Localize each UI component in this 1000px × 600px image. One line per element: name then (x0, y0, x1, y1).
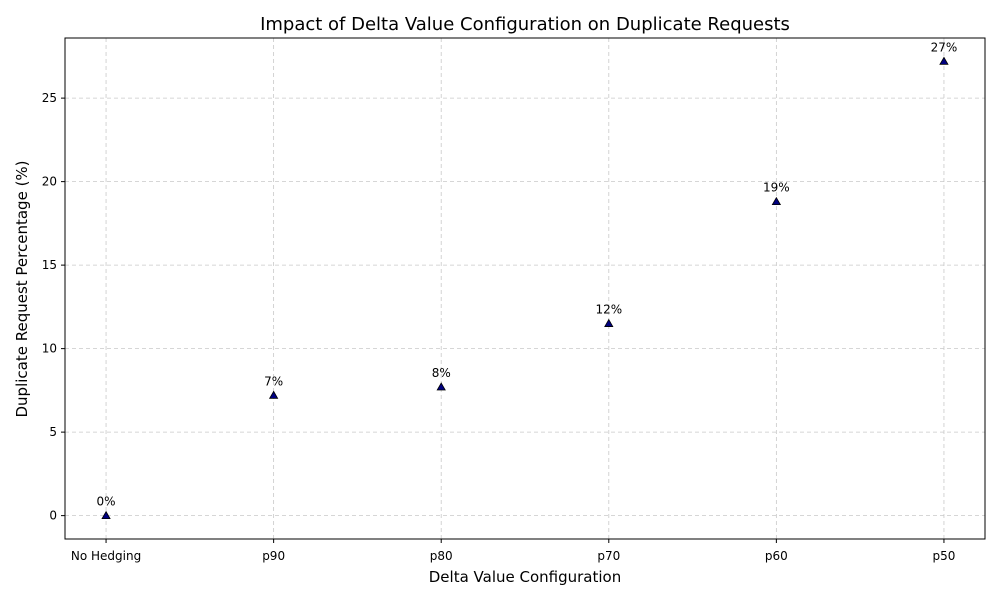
y-tick-label: 0 (49, 509, 57, 523)
marker (939, 56, 949, 65)
marker (771, 196, 782, 206)
data-label: 12% (595, 303, 622, 317)
chart-title: Impact of Delta Value Configuration on D… (260, 14, 790, 35)
plot-frame (64, 37, 986, 540)
x-tick-label: p90 (262, 549, 285, 563)
y-tick-label: 20 (42, 175, 57, 189)
y-tick-label: 10 (42, 342, 57, 356)
data-label: 8% (432, 366, 451, 380)
marker (101, 510, 111, 520)
data-label: 0% (97, 495, 116, 509)
marker (268, 390, 279, 399)
x-tick-label: p80 (430, 549, 453, 563)
data-label: 7% (264, 374, 283, 388)
data-label: 27% (931, 40, 958, 54)
marker (436, 382, 446, 391)
x-tick-label: No Hedging (71, 549, 141, 563)
y-tick-label: 25 (42, 91, 57, 105)
x-axis-label: Delta Value Configuration (429, 568, 621, 586)
x-tick-label: p60 (765, 549, 788, 563)
y-axis-label: Duplicate Request Percentage (%) (13, 160, 31, 417)
data-label: 19% (763, 181, 790, 195)
y-tick-label: 15 (42, 258, 57, 272)
x-tick-label: p50 (932, 549, 955, 563)
y-tick-label: 5 (49, 425, 57, 439)
marker (604, 318, 614, 327)
x-tick-label: p70 (597, 549, 620, 563)
